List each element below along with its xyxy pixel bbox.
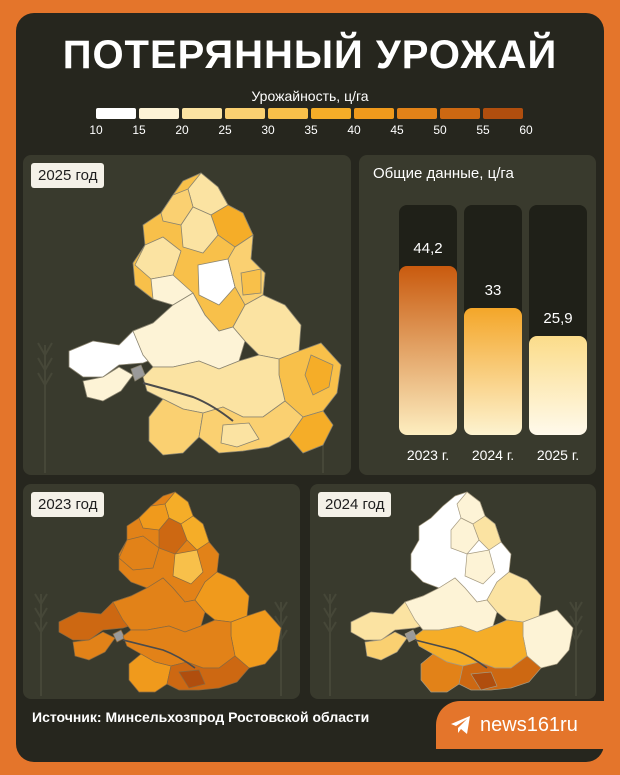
legend-tick-label: 55 <box>476 123 490 137</box>
legend-tick-label: 20 <box>175 123 189 137</box>
bar <box>529 336 587 435</box>
bar-value-label: 25,9 <box>543 310 573 327</box>
legend-swatch <box>440 108 480 119</box>
bar-track <box>464 205 522 435</box>
region-map-2023 <box>58 491 282 693</box>
legend-tick-label: 45 <box>390 123 404 137</box>
bar <box>464 308 522 435</box>
legend-swatch <box>96 108 136 119</box>
bar-category-label: 2024 г. <box>471 447 515 463</box>
legend-swatch <box>182 108 222 119</box>
year-label-2024: 2024 год <box>318 492 392 517</box>
summary-panel: Общие данные, ц/га 44,2 2023 г. 33 2024 г. 2… <box>359 155 596 475</box>
legend-tick-label: 35 <box>304 123 318 137</box>
page-title: ПОТЕРЯННЫЙ УРОЖАЙ <box>62 33 558 77</box>
bar-category-label: 2023 г. <box>406 447 450 463</box>
year-label-2023: 2023 год <box>31 492 105 517</box>
telegram-icon <box>451 716 470 734</box>
year-label-2025: 2025 год <box>31 163 105 188</box>
legend-swatch <box>139 108 179 119</box>
map-panel-2024: 2024 год <box>310 484 596 699</box>
bar-value-label: 44,2 <box>413 240 443 257</box>
region-map-2025 <box>68 172 342 456</box>
bar-track <box>529 205 587 435</box>
legend-tick-label: 25 <box>218 123 232 137</box>
bar-track <box>399 205 457 435</box>
summary-title: Общие данные, ц/га <box>373 165 514 182</box>
legend-swatch <box>483 108 523 119</box>
infographic-card: ПОТЕРЯННЫЙ УРОЖАЙ Урожайность, ц/га 10 15… <box>16 13 604 762</box>
legend-tick-label: 15 <box>132 123 146 137</box>
legend-swatch <box>225 108 265 119</box>
legend-tick-label: 60 <box>519 123 533 137</box>
legend-swatch <box>311 108 351 119</box>
wheat-decoration <box>323 593 583 696</box>
legend-swatch <box>397 108 437 119</box>
source-note: Источник: Минсельхозпрод Ростовской обла… <box>32 709 370 725</box>
legend-tick-label: 40 <box>347 123 361 137</box>
legend-swatch <box>268 108 308 119</box>
legend-tick-label: 50 <box>433 123 447 137</box>
legend-tick-label: 10 <box>89 123 103 137</box>
region-map-2024 <box>350 491 574 693</box>
legend-tick-label: 30 <box>261 123 275 137</box>
brand-name: news161ru <box>480 713 578 736</box>
map-panel-2023: 2023 год <box>23 484 300 699</box>
map-panel-2025: 2025 год <box>23 155 351 475</box>
brand-badge[interactable]: news161ru <box>436 701 604 749</box>
legend-swatch <box>354 108 394 119</box>
bar-value-label: 33 <box>484 282 502 299</box>
bar-category-label: 2025 г. <box>536 447 580 463</box>
bar <box>399 266 457 435</box>
legend-title: Урожайность, ц/га <box>251 88 369 104</box>
